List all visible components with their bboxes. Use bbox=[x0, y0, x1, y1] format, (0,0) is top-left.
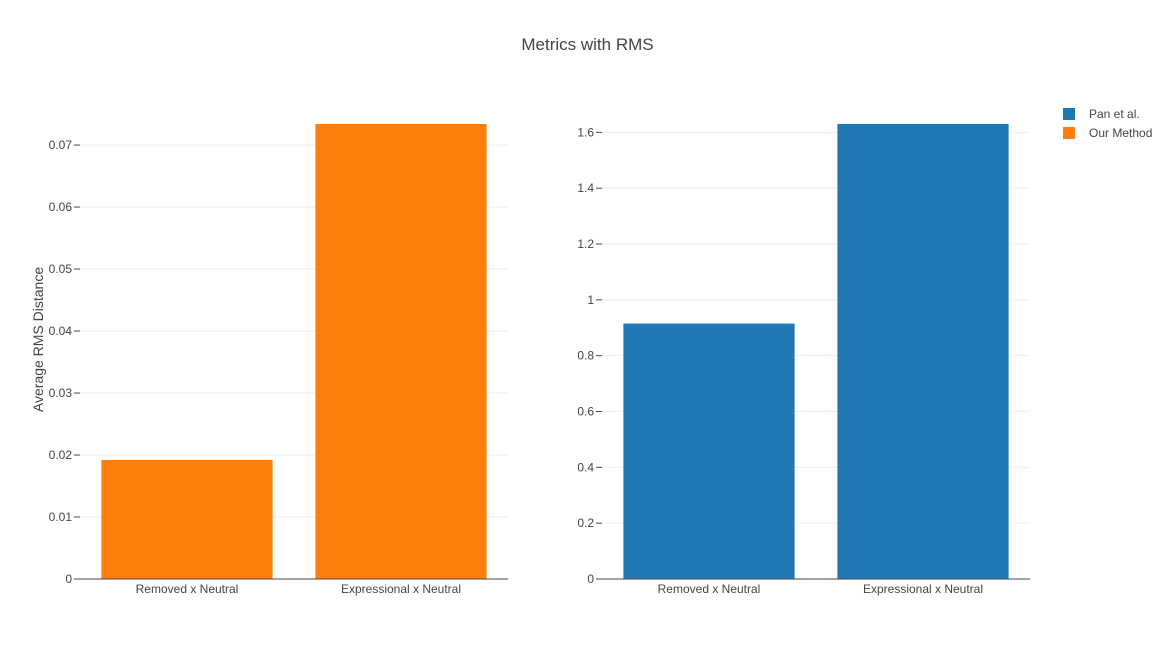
x-tick-label: Removed x Neutral bbox=[136, 582, 239, 596]
chart-panel-2: 0 0.2 0.4 0.6 0.8 1 1.2 1.4 1.6 Removed x Neutral… bbox=[577, 124, 1030, 596]
legend-swatch bbox=[1063, 127, 1075, 139]
bar-our-method-2[interactable] bbox=[315, 124, 487, 579]
y-tick-label: 0.2 bbox=[577, 516, 594, 530]
legend-item-our-method[interactable]: Our Method bbox=[1063, 126, 1152, 140]
y-tick-label: 0.6 bbox=[577, 405, 594, 419]
y-tick-label: 1.4 bbox=[577, 181, 594, 195]
legend-label: Pan et al. bbox=[1089, 107, 1140, 121]
y-tick-label: 0.05 bbox=[49, 262, 73, 276]
legend-swatch bbox=[1063, 108, 1075, 120]
y-tick-label: 0.04 bbox=[49, 324, 73, 338]
legend-label: Our Method bbox=[1089, 126, 1152, 140]
chart-panel-1: 0 0.01 0.02 0.03 0.04 0.05 0.06 0.07 Removed x N… bbox=[30, 124, 508, 596]
y-tick-label: 0.06 bbox=[49, 200, 73, 214]
x-tick-label: Removed x Neutral bbox=[658, 582, 761, 596]
y-tick-label: 0.07 bbox=[49, 138, 73, 152]
y-tick-label: 0.03 bbox=[49, 386, 73, 400]
bar-pan-et-al--2[interactable] bbox=[837, 124, 1009, 579]
y-tick-label: 0.8 bbox=[577, 349, 594, 363]
legend-item-pan-et-al-[interactable]: Pan et al. bbox=[1063, 107, 1140, 121]
y-tick-label: 1.6 bbox=[577, 125, 594, 139]
y-tick-label: 1.2 bbox=[577, 237, 594, 251]
x-tick-label: Expressional x Neutral bbox=[863, 582, 983, 596]
y-tick-label: 1 bbox=[587, 293, 594, 307]
x-tick-label: Expressional x Neutral bbox=[341, 582, 461, 596]
bar-pan-et-al--1[interactable] bbox=[623, 323, 795, 579]
legend[interactable]: Pan et al. Our Method bbox=[1063, 107, 1152, 140]
y-tick-label: 0.02 bbox=[49, 448, 73, 462]
chart-panels: 0 0.01 0.02 0.03 0.04 0.05 0.06 0.07 Removed x N… bbox=[30, 124, 1030, 596]
y-tick-label: 0.01 bbox=[49, 510, 73, 524]
y-tick-label: 0.4 bbox=[577, 460, 594, 474]
bar-our-method-1[interactable] bbox=[101, 459, 273, 579]
y-tick-label: 0 bbox=[65, 572, 72, 586]
y-axis-title: Average RMS Distance bbox=[30, 267, 46, 412]
y-tick-label: 0 bbox=[587, 572, 594, 586]
chart-title: Metrics with RMS bbox=[521, 35, 653, 54]
